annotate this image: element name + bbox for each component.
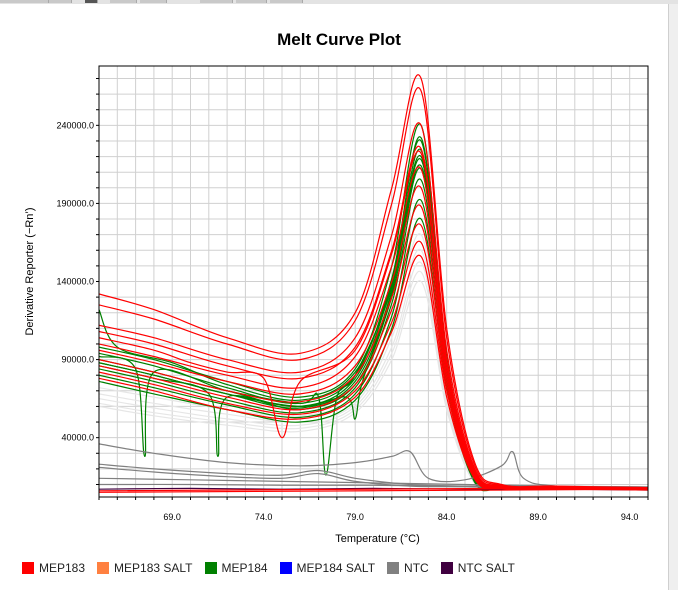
legend-swatch — [279, 562, 292, 574]
toolbar-tab[interactable] — [236, 0, 267, 3]
top-toolbar-strip — [0, 0, 678, 4]
mep183-curve — [99, 488, 648, 493]
y-axis-label: Derivative Reporter (−Rn’) — [24, 207, 36, 335]
legend-item[interactable]: NTC — [387, 561, 429, 575]
x-tick-label: 89.0 — [529, 512, 547, 522]
legend-item[interactable]: MEP184 — [204, 561, 268, 575]
y-tick-label: 40000.0 — [61, 433, 94, 443]
x-tick-label: 79.0 — [346, 512, 364, 522]
mep183-curve — [99, 185, 648, 490]
x-axis: 69.0 74.0 79.0 84.0 89.0 94.0 — [98, 497, 649, 522]
x-tick-label: 94.0 — [621, 512, 639, 522]
legend-swatch — [22, 562, 34, 574]
mep183-curve — [99, 240, 648, 490]
y-tick-label: 90000.0 — [61, 355, 94, 365]
x-axis-label: Temperature (°C) — [335, 533, 419, 545]
legend-swatch — [204, 562, 217, 574]
ntc-curve — [99, 443, 648, 489]
legend-label: NTC SALT — [457, 561, 515, 575]
legend-item[interactable]: MEP183 — [22, 561, 85, 575]
chart-legend: MEP183 MEP183 SALT MEP184 MEP184 SALT NTC NTC… — [22, 561, 527, 575]
toolbar-tab[interactable] — [110, 0, 137, 3]
toolbar-tab[interactable] — [140, 0, 167, 3]
toolbar-tab[interactable] — [200, 0, 233, 3]
legend-label: MEP183 SALT — [114, 561, 193, 575]
mep183-curve — [99, 487, 648, 492]
mep183-curve — [99, 87, 648, 489]
toolbar-tab-active[interactable] — [85, 0, 98, 3]
x-tick-label: 69.0 — [163, 512, 181, 522]
legend-swatch — [440, 562, 453, 574]
x-tick-label: 74.0 — [255, 512, 273, 522]
curve-group — [99, 74, 648, 493]
legend-swatch — [387, 562, 400, 574]
legend-item[interactable]: NTC SALT — [440, 561, 515, 575]
y-tick-label: 190000.0 — [56, 198, 94, 208]
chart-title: Melt Curve Plot — [277, 30, 401, 49]
legend-label: MEP184 — [221, 561, 268, 575]
y-axis: 40000.0 90000.0 140000.0 190000.0 240000.0 — [56, 77, 99, 486]
legend-item[interactable]: MEP183 SALT — [97, 561, 193, 575]
legend-label: MEP184 SALT — [296, 561, 376, 575]
legend-label: NTC — [404, 561, 429, 575]
toolbar-tab[interactable] — [49, 0, 72, 3]
toolbar-tab[interactable] — [270, 0, 303, 3]
toolbar-tab[interactable] — [0, 0, 49, 3]
mep183-curve — [99, 150, 648, 489]
panel-scrollbar[interactable] — [669, 4, 678, 590]
y-tick-label: 140000.0 — [56, 277, 94, 287]
y-tick-label: 240000.0 — [56, 120, 94, 130]
legend-item[interactable]: MEP184 SALT — [279, 561, 376, 575]
x-tick-label: 84.0 — [438, 512, 456, 522]
legend-swatch — [97, 562, 110, 574]
mep183-curve — [99, 74, 648, 489]
legend-label: MEP183 — [39, 561, 86, 575]
